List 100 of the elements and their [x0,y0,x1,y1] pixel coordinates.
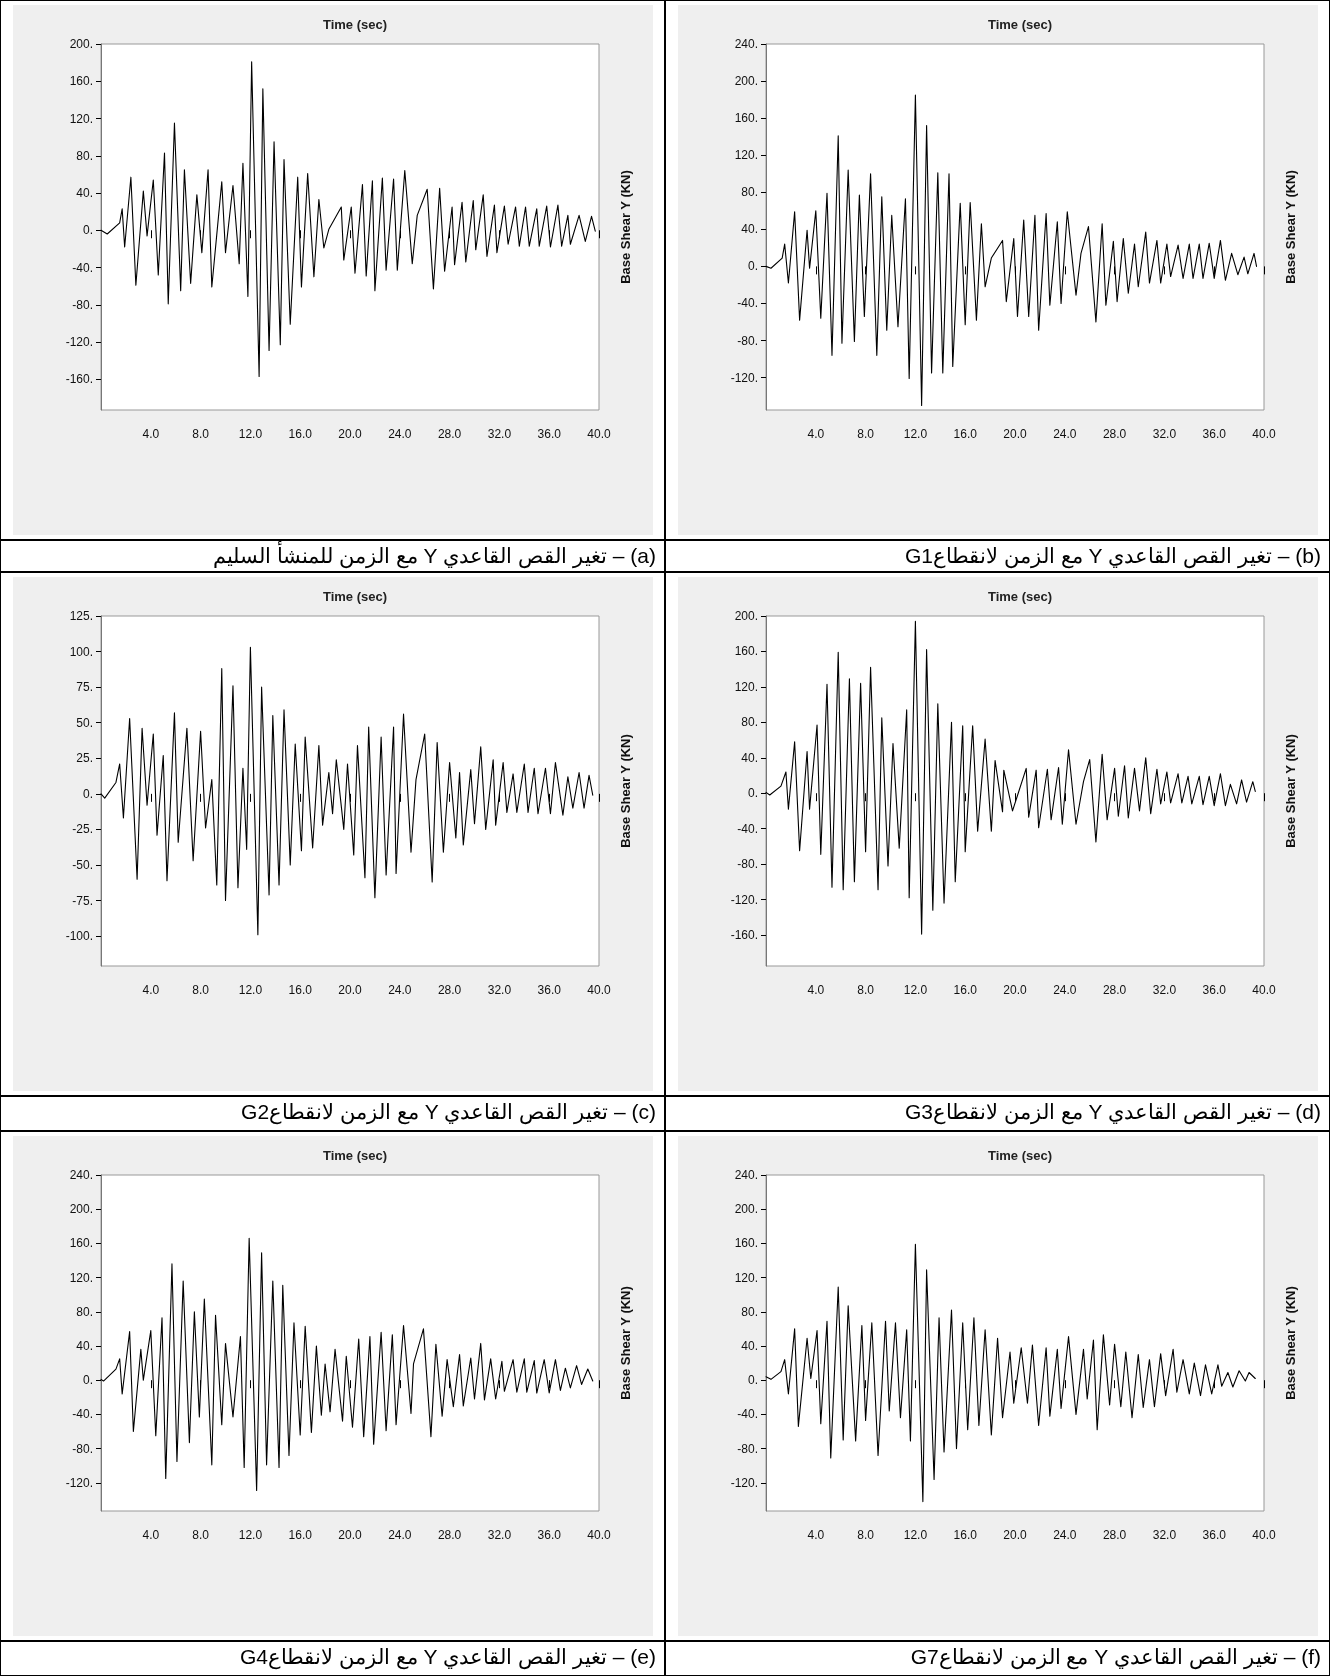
x-tick-label: 24.0 [388,983,412,997]
y-tick-label: 0. [747,786,758,801]
x-tick-label: 24.0 [1053,983,1077,997]
y-tick-label: -50. [72,857,93,872]
text: (f) – تغير القص القاعدي Y مع الزمن لانقطاعG7 [665,1641,1330,1676]
y-tick-label: -40. [737,1407,758,1422]
x-tick-label: 20.0 [1003,983,1027,997]
y-tick-label: 120. [69,1270,93,1285]
y-tick-label: -120. [730,1475,758,1490]
x-tick-label: 24.0 [388,427,412,441]
x-tick-label: 28.0 [1102,427,1127,441]
y-tick-label: -80. [737,1441,758,1456]
x-tick-label: 16.0 [288,427,313,441]
x-tick-label: 32.0 [487,983,512,997]
x-axis-title: Time (sec) [987,589,1053,604]
y-tick-label: 160. [734,644,758,659]
y-tick-label: -80. [72,1441,93,1456]
x-tick-label: 16.0 [953,1528,978,1542]
x-tick-label: 20.0 [338,983,362,997]
y-tick-label: 160. [734,1236,758,1251]
x-axis-title: Time (sec) [322,1148,388,1163]
x-tick-label: 36.0 [1202,983,1227,997]
text: (b) – تغير القص القاعدي Y مع الزمن لانقطاعG1 [665,540,1330,572]
y-tick-label: 100. [69,644,93,659]
y-tick-label: 125. [69,609,93,623]
y-tick-label: 200. [734,74,758,89]
x-tick-label: 28.0 [1102,1528,1127,1542]
y-tick-label: -80. [737,333,758,348]
y-tick-label: 240. [734,37,758,51]
y-tick-label: 80. [741,1304,758,1319]
y-tick-label: 240. [734,1168,758,1182]
x-tick-label: 16.0 [288,1528,313,1542]
y-tick-label: 240. [69,1168,93,1182]
y-tick-label: -80. [72,297,93,312]
y-tick-label: 40. [741,1338,758,1353]
y-tick-label: -40. [72,260,93,275]
y-tick-label: 0. [82,223,93,238]
x-tick-label: 36.0 [537,1528,562,1542]
y-tick-label: -25. [72,822,93,837]
y-tick-label: 120. [734,679,758,694]
y-tick-label: 75. [76,680,93,695]
y-tick-label: 80. [76,1304,93,1319]
x-tick-label: 40.0 [1252,983,1276,997]
y-tick-label: -120. [730,370,758,385]
x-tick-label: 16.0 [288,983,313,997]
y-tick-label: 0. [747,1373,758,1388]
text: (e) – تغير القص القاعدي Y مع الزمن لانقطاعG4 [0,1641,665,1676]
x-tick-label: 8.0 [857,427,875,441]
x-tick-label: 28.0 [437,427,462,441]
x-tick-label: 4.0 [807,983,825,997]
y-tick-label: 120. [734,1270,758,1285]
y-tick-label: -40. [72,1407,93,1422]
x-axis-title: Time (sec) [322,17,388,32]
x-tick-label: 36.0 [537,427,562,441]
y-tick-label: 160. [734,111,758,126]
x-tick-label: 4.0 [142,1528,160,1542]
x-tick-label: 28.0 [1102,983,1127,997]
y-tick-label: 40. [76,186,93,201]
y-tick-label: 40. [741,222,758,237]
y-tick-label: -120. [730,892,758,907]
x-tick-label: 4.0 [142,983,160,997]
x-tick-label: 32.0 [487,427,512,441]
line-series [765,1243,1256,1503]
y-tick-label: 160. [69,1236,93,1251]
x-tick-label: 36.0 [1202,1528,1227,1542]
x-tick-label: 16.0 [953,427,978,441]
y-axis-title: Base Shear Y (KN) [1282,734,1298,848]
x-tick-label: 12.0 [903,427,928,441]
y-tick-label: 200. [69,1202,93,1217]
y-tick-label: 200. [69,37,93,51]
y-axis-title: Base Shear Y (KN) [1282,170,1298,284]
x-tick-label: 40.0 [1252,1528,1276,1542]
x-tick-label: 32.0 [1152,427,1177,441]
y-axis-title: Base Shear Y (KN) [617,170,633,284]
x-tick-label: 20.0 [338,1528,362,1542]
y-tick-label: 200. [734,609,758,623]
y-tick-label: 80. [76,148,93,163]
x-tick-label: 20.0 [1003,427,1027,441]
x-tick-label: 40.0 [587,983,611,997]
x-tick-label: 12.0 [238,427,263,441]
y-tick-label: 0. [82,1373,93,1388]
y-axis-title: Base Shear Y (KN) [1282,1286,1298,1400]
x-tick-label: 12.0 [903,1528,928,1542]
y-tick-label: -100. [65,929,93,944]
x-tick-label: 32.0 [1152,1528,1177,1542]
y-tick-label: 120. [69,111,93,126]
y-tick-label: 0. [747,259,758,274]
y-tick-label: 80. [741,185,758,200]
x-tick-label: 12.0 [238,1528,263,1542]
x-tick-label: 32.0 [487,1528,512,1542]
x-tick-label: 8.0 [192,983,210,997]
x-tick-label: 24.0 [388,1528,412,1542]
x-tick-label: 36.0 [1202,427,1227,441]
x-axis-title: Time (sec) [987,1148,1053,1163]
y-tick-label: -40. [737,296,758,311]
y-tick-label: -160. [65,372,93,387]
x-axis-title: Time (sec) [987,17,1053,32]
x-tick-label: 40.0 [1252,427,1276,441]
x-tick-label: 12.0 [903,983,928,997]
y-axis-title: Base Shear Y (KN) [617,734,633,848]
